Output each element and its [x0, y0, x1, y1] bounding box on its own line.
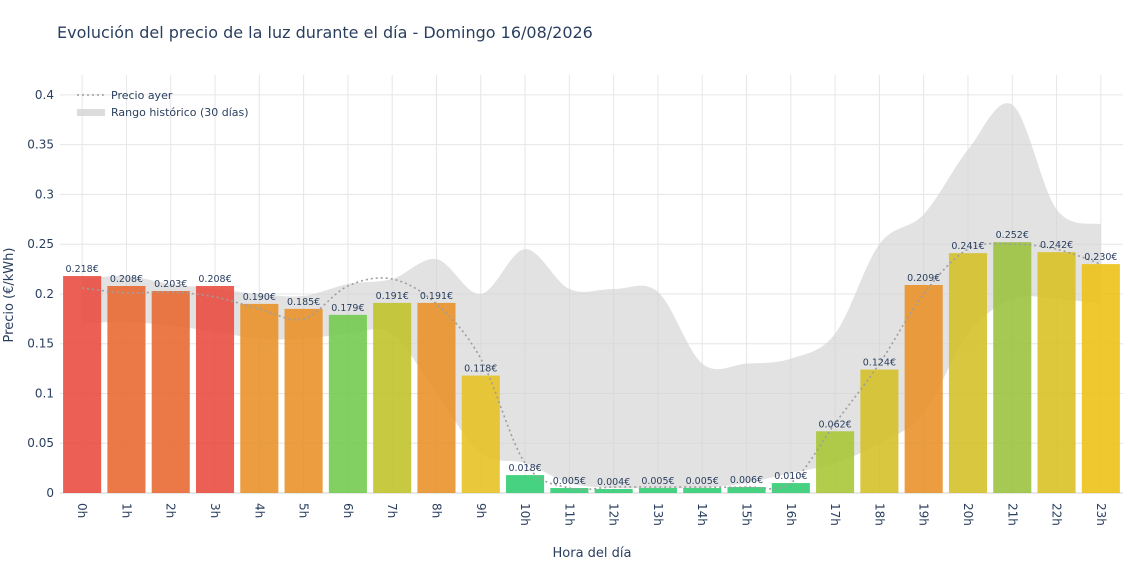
y-tick-label: 0.4 [35, 88, 54, 102]
x-tick-label: 7h [385, 503, 399, 518]
bar [904, 284, 943, 493]
x-tick-label: 23h [1094, 503, 1108, 526]
y-tick-label: 0.05 [27, 436, 54, 450]
data-label: 0.006€ [730, 475, 763, 486]
bar [1081, 264, 1120, 493]
data-label: 0.208€ [198, 274, 231, 285]
data-label: 0.185€ [287, 297, 320, 308]
bar [107, 285, 146, 493]
data-label: 0.010€ [774, 471, 807, 482]
bar [771, 483, 810, 493]
bar [683, 488, 722, 493]
x-axis-title: Hora del día [553, 546, 632, 561]
data-label: 0.005€ [553, 476, 586, 487]
data-label: 0.218€ [66, 264, 99, 275]
data-label: 0.208€ [110, 274, 143, 285]
y-tick-label: 0.1 [35, 386, 54, 400]
y-tick-label: 0.25 [27, 237, 54, 251]
x-tick-label: 14h [695, 503, 709, 526]
bar [594, 489, 633, 493]
x-axis-ticks: 0h 1h 2h 3h 4h 5h 6h 7h 8h 9h 10h 11h 12h 13h 14h 15h 16… [75, 503, 1108, 526]
y-tick-label: 0 [46, 486, 54, 500]
x-tick-label: 15h [740, 503, 754, 526]
x-tick-label: 17h [828, 503, 842, 526]
bars [63, 242, 1120, 493]
data-label: 0.179€ [331, 303, 364, 314]
legend-yesterday-label: Precio ayer [111, 89, 173, 102]
x-tick-label: 12h [607, 503, 621, 526]
bar [550, 488, 589, 493]
data-label: 0.203€ [154, 279, 187, 290]
bar [417, 302, 456, 493]
y-tick-label: 0.15 [27, 337, 54, 351]
x-tick-label: 9h [474, 503, 488, 518]
x-tick-label: 4h [252, 503, 266, 518]
data-label: 0.230€ [1084, 252, 1117, 263]
x-tick-label: 19h [917, 503, 931, 526]
data-labels: 0.218€ 0.208€ 0.203€ 0.208€ 0.190€ 0.185€ 0.17… [66, 230, 1118, 488]
data-label: 0.005€ [686, 476, 719, 487]
x-tick-label: 13h [651, 503, 665, 526]
x-tick-label: 16h [784, 503, 798, 526]
x-tick-label: 22h [1050, 503, 1064, 526]
bar [638, 488, 677, 493]
bar [506, 475, 545, 493]
historical-range-band [82, 103, 1101, 489]
bar [63, 276, 102, 493]
data-label: 0.191€ [420, 291, 453, 302]
x-tick-label: 0h [75, 503, 89, 518]
y-tick-label: 0.2 [35, 287, 54, 301]
data-label: 0.242€ [1040, 240, 1073, 251]
y-tick-label: 0.3 [35, 187, 54, 201]
bar [948, 253, 988, 493]
data-label: 0.004€ [597, 477, 630, 488]
y-axis-ticks: 0 0.05 0.1 0.15 0.2 0.25 0.3 0.35 0.4 [27, 88, 54, 500]
bar [1037, 252, 1076, 493]
data-label: 0.190€ [243, 292, 276, 303]
data-label: 0.062€ [818, 419, 851, 430]
legend: Precio ayer Rango histórico (30 días) [77, 89, 249, 119]
x-tick-label: 20h [961, 503, 975, 526]
chart-title: Evolución del precio de la luz durante e… [57, 23, 593, 42]
data-label: 0.241€ [951, 241, 984, 252]
x-tick-label: 1h [119, 503, 133, 518]
x-tick-label: 3h [208, 503, 222, 518]
bar [860, 369, 899, 493]
bar [151, 290, 190, 493]
x-tick-label: 8h [429, 503, 443, 518]
legend-range-swatch [77, 109, 105, 116]
bar [328, 314, 367, 493]
x-tick-label: 10h [518, 503, 532, 526]
bar [195, 285, 235, 493]
bar [727, 487, 766, 493]
bar [461, 375, 500, 493]
data-label: 0.124€ [863, 358, 896, 369]
x-tick-label: 18h [872, 503, 886, 526]
x-tick-label: 21h [1005, 503, 1019, 526]
data-label: 0.252€ [996, 230, 1029, 241]
y-axis-title: Precio (€/kWh) [2, 248, 17, 343]
data-label: 0.118€ [464, 364, 497, 375]
historical-range-area [82, 103, 1101, 489]
bar [373, 302, 412, 493]
bar [816, 431, 855, 493]
y-tick-label: 0.35 [27, 138, 54, 152]
bar [284, 308, 323, 493]
data-label: 0.209€ [907, 273, 940, 284]
data-label: 0.018€ [508, 463, 541, 474]
data-label: 0.005€ [641, 476, 674, 487]
x-tick-label: 2h [164, 503, 178, 518]
bar [240, 303, 279, 493]
x-tick-label: 6h [341, 503, 355, 518]
legend-range-label: Rango histórico (30 días) [111, 106, 249, 119]
x-tick-label: 11h [562, 503, 576, 526]
bar [993, 242, 1032, 493]
data-label: 0.191€ [376, 291, 409, 302]
x-tick-label: 5h [297, 503, 311, 518]
